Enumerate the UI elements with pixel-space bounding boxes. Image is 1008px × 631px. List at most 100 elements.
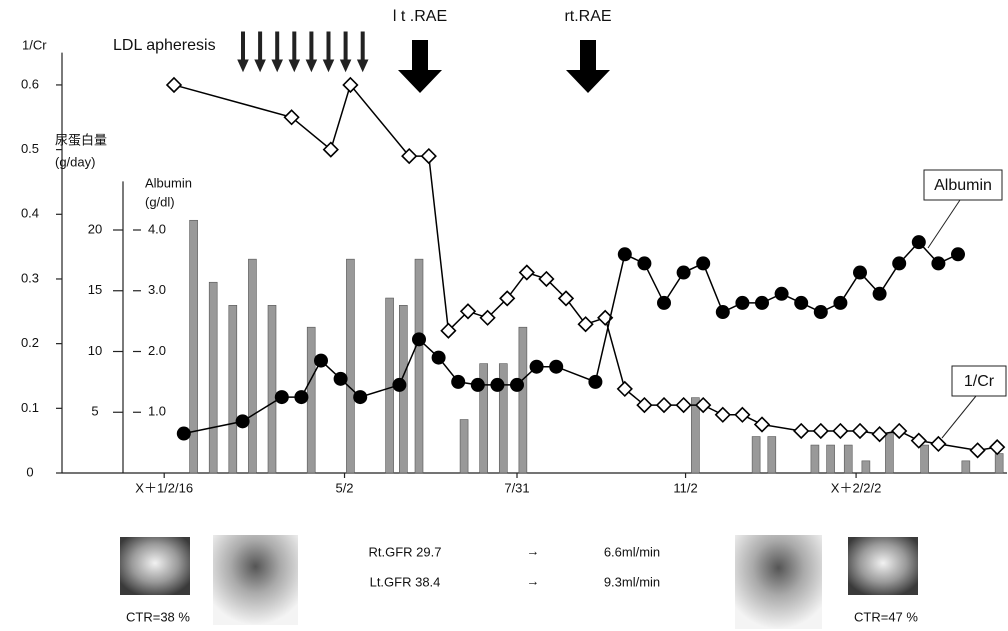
marker [490,378,504,392]
arrow [272,32,282,71]
marker [471,378,485,392]
marker [677,266,691,280]
y2-tick-label: 10 [88,343,102,358]
image-caption: CTR=38 % [126,609,190,624]
x-tick-label: 5/2 [335,480,353,495]
y3-tick-label: 1.0 [148,404,166,419]
y-tick-label: 0 [26,464,33,479]
marker [814,424,828,438]
arrow [255,32,265,71]
gfr-arrow: → [527,573,540,588]
chart: 00.10.20.30.40.50.651015201.02.03.04.0X＋… [0,0,1008,631]
x-tick-label: X＋2/2/2 [831,480,882,495]
marker [873,287,887,301]
y-tick-label: 0.6 [21,76,39,91]
marker [167,78,181,92]
marker [735,408,749,422]
bar [752,437,760,473]
marker [912,235,926,249]
marker [314,354,328,368]
x-tick-label: 11/2 [673,480,697,495]
annotation: rt.RAE [564,8,611,25]
marker [353,390,367,404]
marker [833,296,847,310]
bar [844,445,852,473]
arrow [341,32,351,71]
arrow [306,32,316,71]
bar [921,445,929,473]
image-caption: CTR=47 % [854,609,918,624]
y3-tick-label: 2.0 [148,343,166,358]
y2-axis-unit: (g/day) [55,154,95,169]
marker [971,443,985,457]
marker [657,296,671,310]
marker [853,424,867,438]
marker [579,317,593,331]
marker [892,256,906,270]
x-tick-label: 7/31 [504,480,529,495]
bar [415,259,423,473]
y3-tick-label: 4.0 [148,221,166,236]
x-tick-label: X＋1/2/16 [135,480,193,495]
marker [510,378,524,392]
marker [951,247,965,261]
y2-axis-title: 尿蛋白量 [55,132,107,147]
marker [794,424,808,438]
bar [885,433,893,473]
y2-tick-label: 20 [88,221,102,236]
apheresis-arrows [238,32,368,71]
bar [229,305,237,473]
marker [422,149,436,163]
arrow [566,40,610,93]
marker [294,390,308,404]
bar [962,461,970,473]
plot-area: 00.10.20.30.40.50.651015201.02.03.04.0X＋… [21,53,1007,496]
bar [768,437,776,473]
marker [177,427,191,441]
arrow [238,32,248,71]
bar [827,445,835,473]
y-tick-label: 0.3 [21,270,39,285]
marker [236,414,250,428]
chest-xray [848,537,918,595]
marker [588,375,602,389]
y-tick-label: 0.5 [21,141,39,156]
marker [716,305,730,319]
legend-label: 1/Cr [964,373,995,390]
legend-label: Albumin [934,177,992,194]
bar [307,327,315,473]
y3-axis-title: Albumin [145,175,192,190]
bar [862,461,870,473]
marker [549,360,563,374]
marker [873,427,887,441]
marker [618,247,632,261]
gfr-arrow: → [527,543,540,558]
marker [814,305,828,319]
marker [716,408,730,422]
bar [190,220,198,473]
marker [657,398,671,412]
marker [451,375,465,389]
y-tick-label: 0.2 [21,335,39,350]
marker [412,332,426,346]
marker [853,266,867,280]
bar [268,305,276,473]
scintigraphy [213,535,298,625]
gfr-result: 9.3ml/min [604,574,660,589]
arrow [398,40,442,93]
bar [519,327,527,473]
bar [209,282,217,473]
arrow [289,32,299,71]
y2-tick-label: 15 [88,282,102,297]
gfr-label: Lt.GFR 38.4 [370,574,441,589]
callout-line [942,396,976,438]
y-tick-label: 0.1 [21,400,39,415]
scintigraphy [735,535,822,629]
y3-tick-label: 3.0 [148,282,166,297]
marker [794,296,808,310]
marker [775,287,789,301]
marker [275,390,289,404]
arrow [358,32,368,71]
marker [931,256,945,270]
marker [990,440,1004,454]
